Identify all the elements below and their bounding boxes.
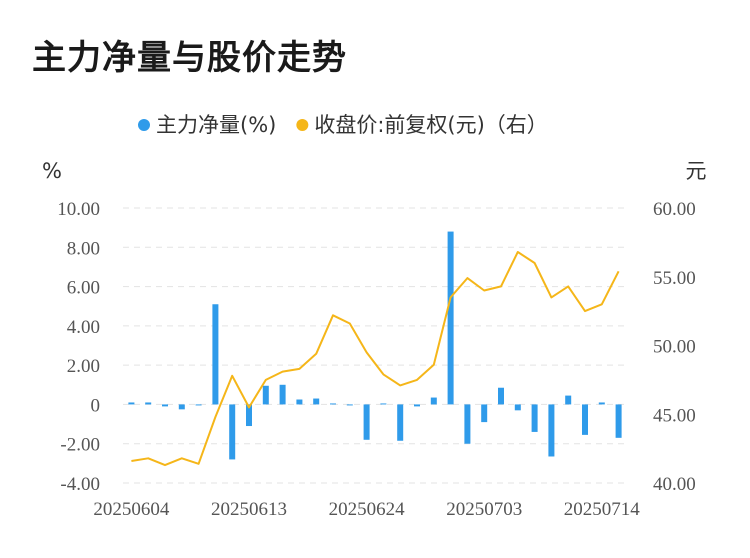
x-tick-label: 20250624 (329, 499, 406, 520)
bar-20250627[interactable] (414, 404, 420, 407)
bar-20250609[interactable] (178, 404, 185, 410)
left-tick-label: 10.00 (57, 199, 100, 220)
bar-20250711[interactable] (582, 404, 588, 435)
line-series (131, 251, 620, 467)
left-tick-label: 2.00 (67, 356, 100, 377)
bar-20250605[interactable] (145, 402, 152, 405)
left-tick-label: 8.00 (67, 238, 100, 259)
bar-20250611[interactable] (212, 304, 219, 405)
bar-20250709[interactable] (548, 404, 555, 457)
left-axis-unit: % (42, 159, 62, 183)
x-tick-label: 20250714 (564, 499, 641, 520)
right-tick-label: 55.00 (653, 268, 696, 289)
price-line[interactable] (131, 251, 620, 467)
legend-label-0[interactable]: 主力净量(%) (156, 113, 276, 137)
bar-20250701[interactable] (447, 231, 454, 405)
bar-series (128, 231, 622, 460)
bar-20250624[interactable] (363, 404, 370, 440)
bar-20250704[interactable] (498, 387, 504, 405)
bar-20250616[interactable] (262, 385, 269, 405)
bar-20250630[interactable] (430, 397, 437, 405)
bar-20250623[interactable] (346, 404, 353, 406)
bar-20250617[interactable] (279, 384, 286, 405)
left-tick-label: -2.00 (60, 435, 100, 456)
bar-20250702[interactable] (464, 404, 471, 444)
bar-20250612[interactable] (229, 404, 236, 460)
bar-20250703[interactable] (481, 404, 488, 423)
bar-20250606[interactable] (162, 404, 168, 407)
right-tick-label: 45.00 (653, 405, 696, 426)
bar-20250707[interactable] (514, 404, 521, 411)
bar-20250708[interactable] (531, 404, 538, 432)
x-tick-label: 20250604 (93, 499, 170, 520)
left-axis-ticks: -4.00 -2.00 0 2.00 4.00 6.00 8.00 10.00 (57, 199, 100, 495)
bar-20250604[interactable] (128, 402, 135, 405)
bar-20250613[interactable] (246, 404, 252, 427)
x-axis-ticks: 20250604 20250613 20250624 20250703 20250714 (93, 499, 640, 520)
x-tick-label: 20250613 (211, 499, 287, 520)
right-axis-ticks: 40.00 45.00 50.00 55.00 60.00 (653, 199, 696, 495)
legend-marker-1 (296, 119, 309, 131)
bar-20250710[interactable] (565, 395, 572, 405)
left-tick-label: -4.00 (60, 474, 100, 495)
chart-title: 主力净量与股价走势 (32, 38, 347, 78)
right-tick-label: 50.00 (653, 337, 696, 358)
bar-20250610[interactable] (195, 404, 202, 406)
bar-20250619[interactable] (313, 398, 320, 405)
grid-lines (123, 207, 627, 484)
left-tick-label: 6.00 (67, 278, 100, 299)
left-tick-label: 4.00 (67, 317, 100, 338)
bar-20250618[interactable] (296, 399, 303, 405)
legend-marker-0 (138, 119, 150, 131)
bar-20250715[interactable] (615, 404, 622, 438)
right-tick-label: 60.00 (653, 199, 696, 220)
bar-20250626[interactable] (397, 404, 404, 441)
bar-20250625[interactable] (380, 403, 387, 405)
left-tick-label: 0 (91, 395, 101, 416)
right-axis-unit: 元 (686, 159, 707, 183)
bar-20250620[interactable] (330, 403, 336, 405)
legend: 主力净量(%) 收盘价:前复权(元)（右） (138, 113, 548, 137)
bar-20250714[interactable] (598, 402, 605, 405)
legend-label-1[interactable]: 收盘价:前复权(元)（右） (314, 113, 547, 137)
right-tick-label: 40.00 (653, 474, 696, 495)
x-tick-label: 20250703 (446, 499, 522, 520)
